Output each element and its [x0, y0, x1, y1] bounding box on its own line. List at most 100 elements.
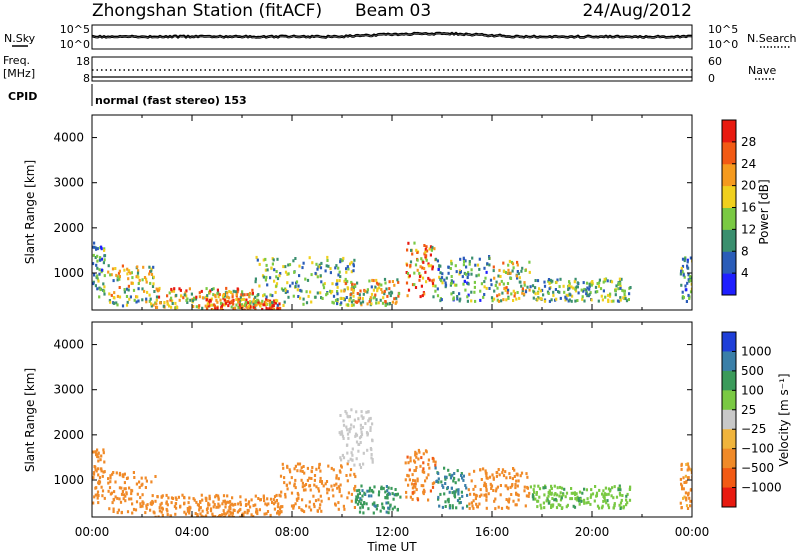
echo-cell — [556, 278, 559, 282]
echo-cell — [97, 455, 100, 459]
echo-cell — [452, 296, 455, 300]
echo-cell — [93, 495, 96, 499]
echo-cell — [302, 297, 305, 301]
echo-cell — [352, 288, 355, 292]
echo-cell — [618, 486, 622, 490]
echo-cell — [102, 470, 105, 474]
echo-cell — [339, 260, 342, 264]
echo-cell — [394, 488, 397, 491]
echo-cell — [254, 503, 257, 507]
echo-cell — [319, 291, 322, 295]
echo-cell — [619, 298, 622, 302]
echo-cell — [681, 270, 684, 274]
echo-cell — [387, 501, 390, 505]
echo-cell — [136, 271, 140, 275]
echo-cell — [320, 499, 323, 503]
echo-cell — [320, 280, 323, 284]
echo-cell — [577, 291, 580, 295]
echo-cell — [398, 292, 401, 296]
echo-cell — [109, 480, 112, 484]
echo-cell — [107, 477, 110, 481]
echo-cell — [354, 475, 357, 479]
echo-cell — [189, 506, 192, 510]
colorbar-swatch — [722, 448, 736, 469]
echo-cell — [337, 507, 340, 511]
echo-cell — [324, 482, 327, 486]
echo-cell — [286, 272, 289, 276]
echo-cell — [318, 265, 321, 269]
echo-cell — [118, 277, 121, 281]
echo-cell — [287, 295, 290, 299]
echo-cell — [612, 506, 615, 510]
nsky-label: N.Sky — [4, 32, 36, 45]
echo-cell — [127, 284, 130, 288]
echo-cell — [316, 509, 319, 513]
echo-cell — [542, 486, 545, 490]
echo-cell — [511, 262, 515, 266]
echo-cell — [412, 478, 415, 482]
echo-cell — [111, 501, 114, 505]
echo-cell — [227, 509, 230, 513]
echo-cell — [557, 290, 560, 294]
echo-cell — [348, 299, 351, 303]
echo-cell — [239, 500, 242, 504]
echo-cell — [443, 466, 446, 470]
echo-cell — [331, 300, 334, 304]
echo-cell — [103, 285, 106, 289]
echo-cell — [139, 496, 142, 500]
echo-cell — [414, 263, 418, 267]
echo-cell — [464, 484, 467, 487]
echo-cell — [239, 515, 242, 517]
echo-cell — [414, 450, 417, 454]
echo-cell — [619, 296, 622, 300]
echo-cell — [137, 269, 140, 273]
echo-cell — [372, 296, 375, 300]
echo-cell — [390, 486, 393, 490]
colorbar-tick-label: 4 — [741, 266, 749, 280]
echo-cell — [294, 464, 297, 468]
echo-cell — [498, 293, 501, 297]
echo-cell — [154, 515, 157, 517]
echo-cell — [170, 296, 173, 300]
echo-cell — [479, 468, 482, 472]
echo-cell — [293, 270, 296, 274]
echo-cell — [96, 455, 99, 459]
echo-cell — [512, 289, 515, 293]
echo-cell — [346, 303, 350, 307]
colorbar-swatch — [722, 429, 736, 450]
echo-cell — [355, 440, 359, 444]
echo-cell — [141, 278, 144, 282]
echo-cell — [318, 263, 321, 267]
echo-cell — [273, 279, 276, 283]
echo-cell — [424, 449, 428, 453]
echo-cell — [467, 488, 470, 492]
echo-cell — [543, 506, 546, 510]
echo-cell — [441, 505, 444, 509]
echo-cell — [276, 257, 279, 261]
echo-cell — [355, 495, 358, 499]
echo-cell — [409, 456, 412, 460]
echo-cell — [255, 510, 258, 514]
echo-cell — [109, 492, 112, 496]
echo-cell — [436, 287, 439, 291]
echo-cell — [234, 306, 237, 310]
echo-cell — [293, 484, 296, 488]
echo-cell — [428, 278, 431, 282]
echo-cell — [227, 299, 230, 303]
echo-cell — [359, 427, 363, 431]
echo-cell — [349, 473, 352, 477]
echo-cell — [192, 305, 195, 308]
echo-cell — [552, 290, 555, 294]
y-tick-label: 3000 — [53, 383, 84, 397]
echo-cell — [391, 300, 394, 304]
echo-cell — [509, 277, 513, 280]
echo-cell — [127, 277, 130, 281]
echo-cell — [439, 299, 442, 303]
echo-cell — [625, 494, 628, 498]
echo-cell — [472, 506, 475, 510]
echo-cell — [238, 299, 241, 303]
echo-cell — [626, 501, 629, 505]
echo-cell — [360, 430, 363, 434]
echo-cell — [188, 508, 191, 512]
echo-cell — [101, 494, 104, 498]
